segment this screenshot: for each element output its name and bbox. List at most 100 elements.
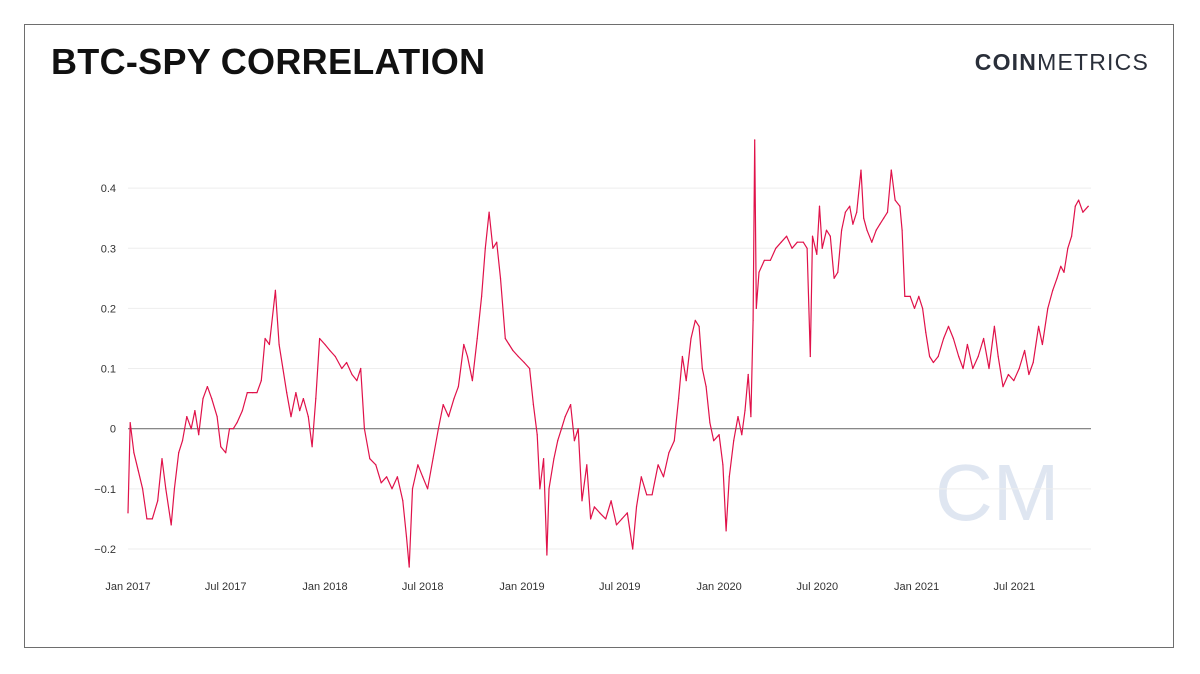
- data-point: [668, 452, 670, 454]
- series-layer: [127, 139, 1089, 568]
- data-point: [499, 277, 502, 279]
- data-point: [504, 337, 506, 340]
- data-point: [408, 566, 410, 568]
- data-point: [274, 289, 276, 291]
- x-tick-label: Jan 2019: [499, 581, 544, 593]
- data-point: [290, 416, 292, 418]
- y-tick-label: 0.2: [101, 303, 116, 315]
- data-point: [488, 211, 490, 213]
- data-point: [1028, 373, 1030, 376]
- x-tick-label: Jul 2019: [599, 581, 641, 593]
- data-point: [564, 416, 566, 418]
- data-point: [1067, 247, 1069, 249]
- y-tick-label: 0: [110, 424, 116, 436]
- data-point: [1052, 289, 1054, 291]
- data-point: [375, 464, 377, 466]
- data-point: [129, 422, 131, 424]
- data-point: [952, 337, 955, 340]
- data-point: [947, 325, 950, 327]
- data-point: [1056, 277, 1058, 279]
- data-point: [380, 482, 382, 484]
- data-point: [256, 392, 258, 394]
- data-point: [560, 428, 563, 430]
- data-point: [1041, 343, 1043, 346]
- data-point: [1078, 199, 1080, 201]
- data-point: [356, 380, 358, 382]
- data-point: [282, 367, 284, 370]
- data-point: [866, 229, 868, 231]
- x-axis-ticks: Jan 2017 Jul 2017 Jan 2018 Jul 2018 Jan 2019…: [105, 581, 1035, 593]
- data-point: [615, 524, 618, 526]
- data-point: [752, 319, 754, 321]
- data-point: [405, 536, 408, 538]
- data-point: [411, 488, 414, 490]
- data-point: [646, 494, 648, 496]
- data-point: [396, 476, 398, 478]
- data-point: [307, 416, 309, 418]
- data-point: [194, 410, 196, 412]
- data-point: [972, 367, 974, 370]
- data-point: [780, 241, 782, 243]
- data-point: [837, 271, 839, 273]
- data-point: [484, 247, 486, 249]
- data-point: [422, 476, 424, 478]
- data-point: [657, 464, 659, 466]
- data-point: [871, 241, 873, 243]
- data-point: [466, 355, 469, 358]
- data-point: [599, 512, 601, 514]
- data-point: [190, 428, 192, 430]
- logo-bold-text: COIN: [974, 49, 1038, 75]
- data-point: [211, 398, 213, 400]
- data-point: [755, 307, 757, 309]
- data-point: [1082, 211, 1084, 213]
- data-point: [553, 458, 555, 460]
- data-point: [875, 229, 877, 231]
- data-point: [605, 518, 607, 520]
- data-point: [220, 446, 222, 448]
- data-point: [718, 434, 720, 436]
- data-point: [925, 331, 927, 334]
- data-point: [417, 464, 419, 466]
- x-tick-label: Jan 2021: [894, 581, 939, 593]
- data-point: [958, 355, 960, 358]
- data-point: [997, 355, 999, 358]
- data-point: [988, 367, 990, 370]
- data-point: [351, 373, 353, 376]
- data-point: [791, 247, 793, 249]
- data-point: [852, 223, 854, 225]
- data-point: [709, 422, 711, 424]
- data-point: [557, 440, 559, 442]
- data-point: [546, 554, 548, 556]
- data-point: [1063, 271, 1065, 273]
- grid-lines: [128, 187, 1091, 550]
- data-point: [640, 476, 642, 478]
- data-point: [432, 458, 434, 460]
- data-point: [894, 199, 896, 201]
- data-point: [391, 488, 393, 490]
- data-point: [324, 343, 326, 346]
- data-point: [621, 518, 623, 520]
- data-point: [161, 458, 163, 460]
- data-point: [206, 386, 208, 388]
- data-point: [146, 518, 148, 520]
- data-point: [1087, 205, 1089, 207]
- data-point: [329, 349, 331, 352]
- data-point: [763, 259, 766, 261]
- data-point: [1007, 373, 1010, 376]
- data-point: [260, 380, 262, 382]
- data-point: [127, 512, 129, 514]
- data-point: [829, 235, 831, 237]
- data-point: [586, 464, 588, 466]
- data-point: [849, 205, 851, 207]
- data-point: [966, 343, 969, 346]
- data-point: [517, 355, 519, 358]
- data-point: [178, 452, 180, 454]
- data-point: [744, 410, 746, 412]
- y-tick-label: 0.3: [101, 243, 116, 255]
- data-point: [1074, 205, 1076, 207]
- data-point: [236, 422, 238, 424]
- data-point: [904, 295, 906, 297]
- data-point: [1047, 307, 1049, 309]
- data-point: [481, 295, 483, 297]
- data-point: [932, 361, 935, 364]
